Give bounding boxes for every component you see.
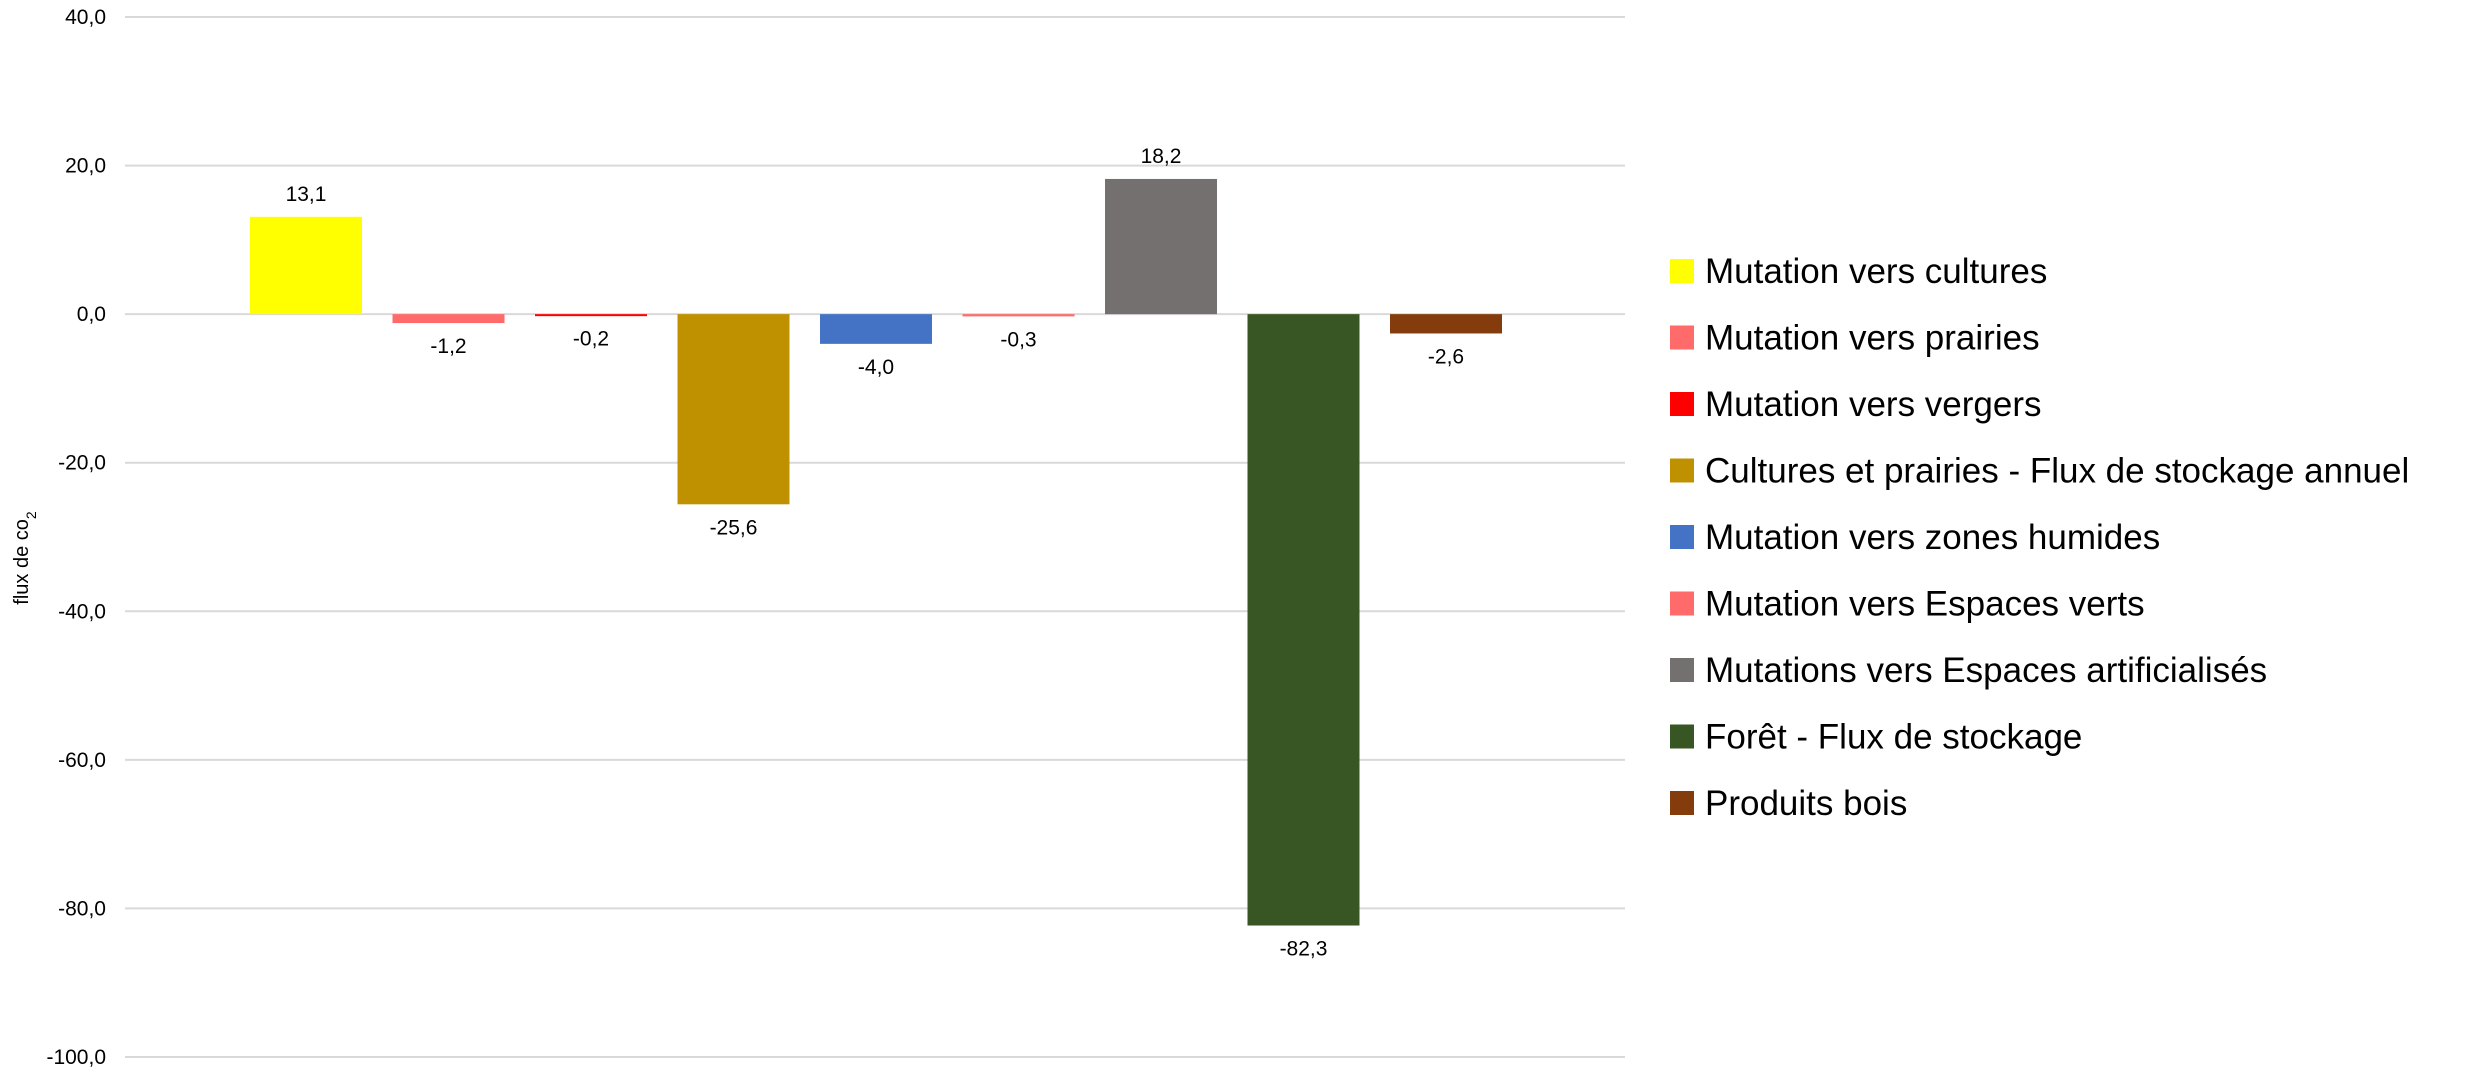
legend-label: Cultures et prairies - Flux de stockage … bbox=[1705, 452, 2409, 491]
y-tick-label: 20,0 bbox=[65, 155, 106, 178]
bars bbox=[250, 178, 1502, 926]
data-label: -0,3 bbox=[1000, 328, 1036, 351]
legend-entry: Mutations vers Espaces artificialisés bbox=[1670, 651, 2267, 690]
y-tick-label: 0,0 bbox=[77, 303, 106, 326]
legend-swatch bbox=[1670, 591, 1694, 616]
legend-swatch bbox=[1670, 724, 1694, 749]
legend-entry: Produits bois bbox=[1670, 784, 1907, 823]
y-tick-label: 40,0 bbox=[65, 6, 106, 29]
data-label: -25,6 bbox=[710, 516, 758, 539]
legend-entry: Forêt - Flux de stockage bbox=[1670, 718, 2082, 757]
data-label: -4,0 bbox=[858, 356, 894, 379]
legend-entry: Mutation vers vergers bbox=[1670, 385, 2042, 424]
legend-swatch bbox=[1670, 458, 1694, 483]
bar bbox=[1105, 178, 1217, 315]
legend-entry: Mutation vers prairies bbox=[1670, 319, 2040, 358]
legend-entry: Mutation vers zones humides bbox=[1670, 518, 2160, 557]
legend-entry: Mutation vers cultures bbox=[1670, 252, 2047, 291]
bar bbox=[250, 216, 362, 315]
y-tick-label: -60,0 bbox=[58, 749, 106, 772]
legend: Mutation vers cultures Mutation vers prai… bbox=[1670, 252, 2409, 823]
legend-label: Mutation vers prairies bbox=[1705, 319, 2040, 358]
data-label: -82,3 bbox=[1280, 938, 1328, 961]
legend-label: Produits bois bbox=[1705, 784, 1907, 823]
legend-swatch bbox=[1670, 325, 1694, 350]
data-label: -0,2 bbox=[573, 328, 609, 351]
y-tick-label: -80,0 bbox=[58, 897, 106, 920]
legend-swatch bbox=[1670, 525, 1694, 549]
legend-label: Mutation vers vergers bbox=[1705, 385, 2042, 424]
y-axis-title-text: flux de co2 bbox=[11, 511, 39, 605]
bar bbox=[1247, 314, 1360, 926]
y-axis-ticks: 40,0 20,0 0,0 -20,0 -40,0 -60,0 -80,0 -100,0 bbox=[46, 6, 106, 1067]
legend-swatch bbox=[1670, 259, 1694, 283]
data-label: -2,6 bbox=[1428, 345, 1464, 368]
y-axis-title: flux de co2 bbox=[11, 511, 39, 605]
legend-entry: Cultures et prairies - Flux de stockage … bbox=[1670, 452, 2409, 491]
gridlines bbox=[125, 16, 1625, 1058]
legend-label: Mutation vers cultures bbox=[1705, 252, 2047, 291]
legend-swatch bbox=[1670, 658, 1694, 682]
bar bbox=[1390, 314, 1502, 334]
legend-label: Mutation vers Espaces verts bbox=[1705, 585, 2145, 624]
data-label: 18,2 bbox=[1141, 145, 1182, 168]
data-labels: 13,1 -1,2 -0,2 -25,6 -4,0 -0,3 18,2 -82,3 -2,6 bbox=[286, 145, 1465, 961]
legend-label: Mutation vers zones humides bbox=[1705, 518, 2160, 557]
legend-swatch bbox=[1670, 791, 1694, 815]
y-axis-title-subscript: 2 bbox=[23, 511, 39, 519]
data-label: 13,1 bbox=[286, 183, 327, 206]
bar bbox=[535, 314, 647, 317]
y-tick-label: -20,0 bbox=[58, 452, 106, 475]
y-tick-label: -100,0 bbox=[46, 1046, 106, 1067]
bar bbox=[677, 314, 790, 505]
bar bbox=[392, 314, 505, 324]
bar bbox=[962, 314, 1075, 317]
legend-label: Mutations vers Espaces artificialisés bbox=[1705, 651, 2267, 690]
data-label: -1,2 bbox=[430, 335, 466, 358]
bar bbox=[820, 314, 932, 344]
legend-label: Forêt - Flux de stockage bbox=[1705, 718, 2082, 757]
y-axis-title-main: flux de co bbox=[11, 519, 33, 605]
legend-swatch bbox=[1670, 392, 1694, 416]
legend-entry: Mutation vers Espaces verts bbox=[1670, 585, 2145, 624]
y-tick-label: -40,0 bbox=[58, 600, 106, 623]
